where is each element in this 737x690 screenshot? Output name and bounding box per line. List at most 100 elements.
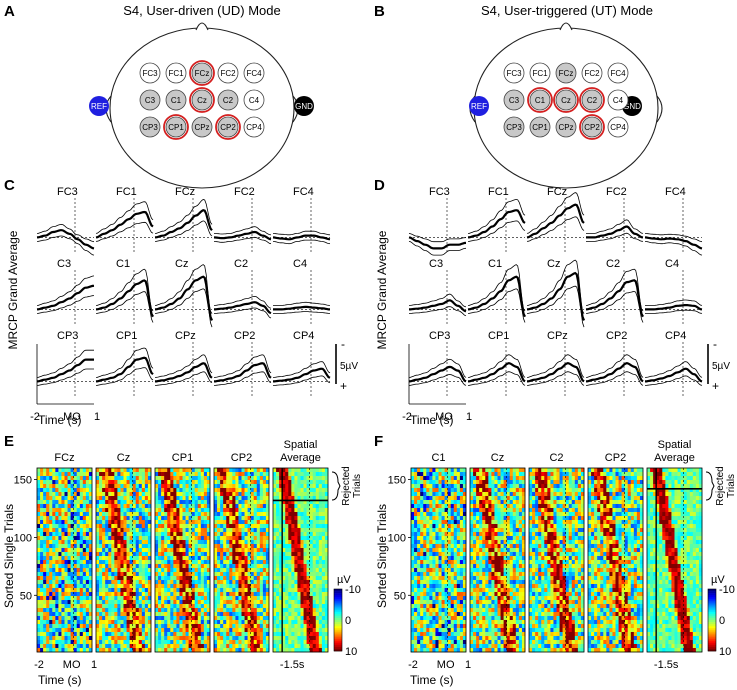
heatmap-cell bbox=[273, 512, 277, 517]
electrode-label-CP4: CP4 bbox=[610, 123, 626, 132]
heatmap-cell bbox=[203, 552, 208, 557]
heatmap-cell bbox=[276, 560, 280, 565]
heatmap-cell bbox=[232, 604, 236, 609]
heatmap-cell bbox=[247, 524, 251, 529]
heatmap-cell bbox=[120, 544, 124, 549]
heatmap-cell bbox=[135, 484, 140, 489]
heatmap-cell bbox=[312, 640, 317, 645]
heatmap-cell bbox=[170, 504, 174, 509]
heatmap-cell bbox=[43, 640, 47, 645]
heatmap-cell bbox=[214, 524, 218, 529]
heatmap-cell bbox=[158, 496, 162, 501]
heatmap-cell bbox=[282, 608, 286, 613]
heatmap-cell bbox=[182, 480, 186, 485]
heatmap-cell bbox=[273, 544, 277, 549]
heatmap-cell bbox=[114, 476, 118, 481]
heatmap-cell bbox=[40, 496, 44, 501]
heatmap-cell bbox=[132, 508, 137, 513]
heatmap-cell bbox=[40, 512, 44, 517]
heatmap-cell bbox=[306, 628, 310, 633]
heatmap-cell bbox=[52, 592, 56, 597]
heatmap-cell bbox=[244, 488, 248, 493]
heatmap-cell bbox=[238, 648, 242, 653]
heatmap-cell bbox=[220, 640, 224, 645]
heatmap-cell bbox=[253, 496, 258, 501]
heatmap-cell bbox=[273, 592, 277, 597]
heatmap-cell bbox=[82, 536, 87, 541]
heatmap-cell bbox=[229, 544, 233, 549]
heatmap-cell bbox=[67, 568, 71, 573]
heatmap-cell bbox=[76, 596, 81, 601]
heatmap-cell bbox=[49, 576, 53, 581]
heatmap-cell bbox=[43, 556, 47, 561]
heatmap-cell bbox=[188, 468, 192, 473]
heatmap-cell bbox=[256, 620, 261, 625]
heatmap-cell bbox=[447, 532, 452, 537]
heatmap-cell bbox=[85, 580, 90, 585]
heatmap-cell bbox=[43, 620, 47, 625]
heatmap-cell bbox=[279, 472, 283, 477]
heatmap-cell bbox=[315, 536, 320, 541]
heatmap-cell bbox=[241, 640, 245, 645]
heatmap-cell bbox=[247, 576, 251, 581]
heatmap-cell bbox=[303, 512, 307, 517]
heatmap-cell bbox=[176, 520, 180, 525]
heatmap-cell bbox=[49, 604, 53, 609]
heatmap-cell bbox=[43, 624, 47, 629]
heatmap-cell bbox=[244, 596, 248, 601]
heatmap-cell bbox=[229, 488, 233, 493]
heatmap-cell bbox=[312, 636, 317, 641]
heatmap-cell bbox=[185, 628, 189, 633]
heatmap-cell bbox=[64, 520, 68, 525]
heatmap-cell bbox=[429, 556, 433, 561]
heatmap-cell bbox=[99, 524, 103, 529]
heatmap-cell bbox=[288, 580, 292, 585]
heatmap-cell bbox=[58, 552, 62, 557]
mrcp-mean-trace bbox=[36, 358, 94, 383]
heatmap-cell bbox=[185, 500, 189, 505]
heatmap-cell bbox=[194, 536, 199, 541]
heatmap-cell bbox=[214, 640, 218, 645]
heatmap-cell bbox=[170, 596, 174, 601]
heatmap-cell bbox=[117, 540, 121, 545]
heatmap-cell bbox=[262, 488, 267, 493]
heatmap-cell bbox=[321, 516, 326, 521]
heatmap-cell bbox=[117, 552, 121, 557]
heatmap-cell bbox=[138, 556, 143, 561]
heatmap-cell bbox=[176, 560, 180, 565]
heatmap-cell bbox=[447, 544, 452, 549]
heatmap-cell bbox=[462, 480, 467, 485]
heatmap-cell bbox=[114, 536, 118, 541]
heatmap-cell bbox=[76, 500, 81, 505]
heatmap-cell bbox=[321, 524, 326, 529]
heatmap-cell bbox=[49, 568, 53, 573]
heatmap-cell bbox=[144, 468, 149, 473]
heatmap-cell bbox=[46, 620, 50, 625]
heatmap-cell bbox=[70, 520, 74, 525]
heatmap-cell bbox=[232, 640, 236, 645]
heatmap-cell bbox=[306, 548, 310, 553]
heatmap-cell bbox=[426, 548, 430, 553]
heatmap-cell bbox=[43, 592, 47, 597]
ref-label: REF bbox=[471, 102, 487, 111]
heatmap-cell bbox=[200, 628, 205, 633]
heatmap-cell bbox=[155, 592, 159, 597]
heatmap-cell bbox=[147, 632, 152, 637]
heatmap-cell bbox=[309, 508, 314, 513]
heatmap-cell bbox=[229, 504, 233, 509]
heatmap-cell bbox=[300, 508, 304, 513]
heatmap-cell bbox=[247, 516, 251, 521]
heatmap-cell bbox=[291, 556, 295, 561]
heatmap-cell bbox=[414, 508, 418, 513]
heatmap-cell bbox=[49, 592, 53, 597]
heatmap-cell bbox=[161, 544, 165, 549]
heatmap-cell bbox=[273, 636, 277, 641]
heatmap-cell bbox=[232, 568, 236, 573]
heatmap-cell bbox=[297, 604, 301, 609]
heatmap-cell bbox=[276, 592, 280, 597]
heatmap-cell bbox=[49, 468, 53, 473]
heatmap-cell bbox=[99, 480, 103, 485]
heatmap-cell bbox=[247, 588, 251, 593]
mrcp-upper-bound bbox=[154, 199, 213, 234]
heatmap-cell bbox=[223, 500, 227, 505]
